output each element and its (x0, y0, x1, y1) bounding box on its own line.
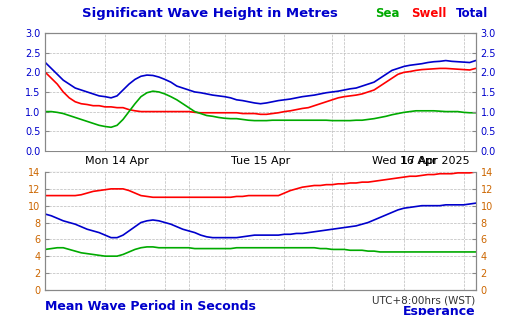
Text: Mean Wave Period in Seconds: Mean Wave Period in Seconds (45, 300, 256, 313)
Text: Sea: Sea (375, 7, 400, 20)
Text: Swell: Swell (412, 7, 447, 20)
Text: Esperance: Esperance (403, 305, 476, 315)
Text: Total: Total (456, 7, 488, 20)
Text: UTC+8:00hrs (WST): UTC+8:00hrs (WST) (373, 296, 476, 306)
Text: Mon 14 Apr: Mon 14 Apr (85, 157, 149, 166)
Text: Significant Wave Height in Metres: Significant Wave Height in Metres (82, 7, 338, 20)
Text: Tue 15 Apr: Tue 15 Apr (231, 157, 290, 166)
Text: Wed 16 Apr: Wed 16 Apr (371, 157, 436, 166)
Text: 17 Apr 2025: 17 Apr 2025 (401, 157, 470, 166)
